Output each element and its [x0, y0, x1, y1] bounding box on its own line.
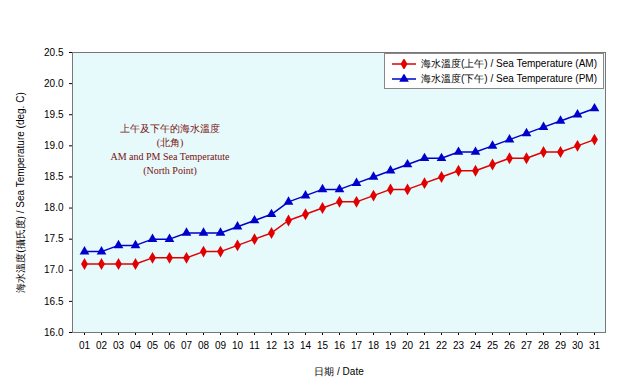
svg-text:24: 24: [470, 340, 482, 351]
svg-text:25: 25: [487, 340, 499, 351]
svg-text:02: 02: [96, 340, 108, 351]
svg-text:09: 09: [215, 340, 227, 351]
svg-text:04: 04: [130, 340, 142, 351]
svg-text:17: 17: [351, 340, 363, 351]
svg-text:28: 28: [538, 340, 550, 351]
svg-text:17.0: 17.0: [44, 264, 64, 275]
svg-text:12: 12: [266, 340, 278, 351]
svg-text:11: 11: [249, 340, 260, 351]
svg-text:20: 20: [402, 340, 414, 351]
svg-text:海水溫度(攝氏度) / Sea Temperature (d: 海水溫度(攝氏度) / Sea Temperature (deg. C): [15, 92, 26, 292]
svg-text:03: 03: [113, 340, 125, 351]
svg-text:19.5: 19.5: [44, 109, 64, 120]
svg-text:16.0: 16.0: [44, 327, 64, 338]
svg-text:13: 13: [283, 340, 295, 351]
svg-text:20.5: 20.5: [44, 47, 64, 58]
svg-text:06: 06: [164, 340, 176, 351]
svg-text:21: 21: [419, 340, 431, 351]
svg-text:日期 / Date: 日期 / Date: [314, 366, 364, 377]
svg-text:23: 23: [453, 340, 465, 351]
svg-text:18: 18: [368, 340, 380, 351]
svg-text:26: 26: [504, 340, 516, 351]
svg-text:20.0: 20.0: [44, 78, 64, 89]
svg-text:16.5: 16.5: [44, 296, 64, 307]
svg-text:08: 08: [198, 340, 210, 351]
svg-text:27: 27: [521, 340, 533, 351]
svg-text:07: 07: [181, 340, 193, 351]
svg-text:19: 19: [385, 340, 397, 351]
svg-text:01: 01: [79, 340, 91, 351]
svg-text:18.0: 18.0: [44, 202, 64, 213]
svg-text:22: 22: [436, 340, 448, 351]
svg-text:29: 29: [555, 340, 567, 351]
html-text:(北角): (北角): [156, 137, 184, 148]
html-text:海水溫度(下午) / Sea Temperature (PM: 海水溫度(下午) / Sea Temperature (PM): [421, 73, 597, 84]
svg-text:05: 05: [147, 340, 159, 351]
html-text:(North Point): (North Point): [143, 165, 197, 176]
svg-text:19.0: 19.0: [44, 140, 64, 151]
html-text:上午及下午的海水溫度: 上午及下午的海水溫度: [120, 123, 220, 134]
svg-text:14: 14: [300, 340, 312, 351]
svg-text:18.5: 18.5: [44, 171, 64, 182]
svg-text:30: 30: [572, 340, 584, 351]
svg-text:10: 10: [232, 340, 244, 351]
svg-text:16: 16: [334, 340, 346, 351]
html-text:海水溫度(上午) / Sea Temperature (AM: 海水溫度(上午) / Sea Temperature (AM): [421, 58, 597, 69]
svg-text:17.5: 17.5: [44, 233, 64, 244]
svg-text:15: 15: [317, 340, 329, 351]
html-text:AM and PM Sea Temperatute: AM and PM Sea Temperatute: [110, 151, 230, 162]
svg-text:31: 31: [589, 340, 601, 351]
